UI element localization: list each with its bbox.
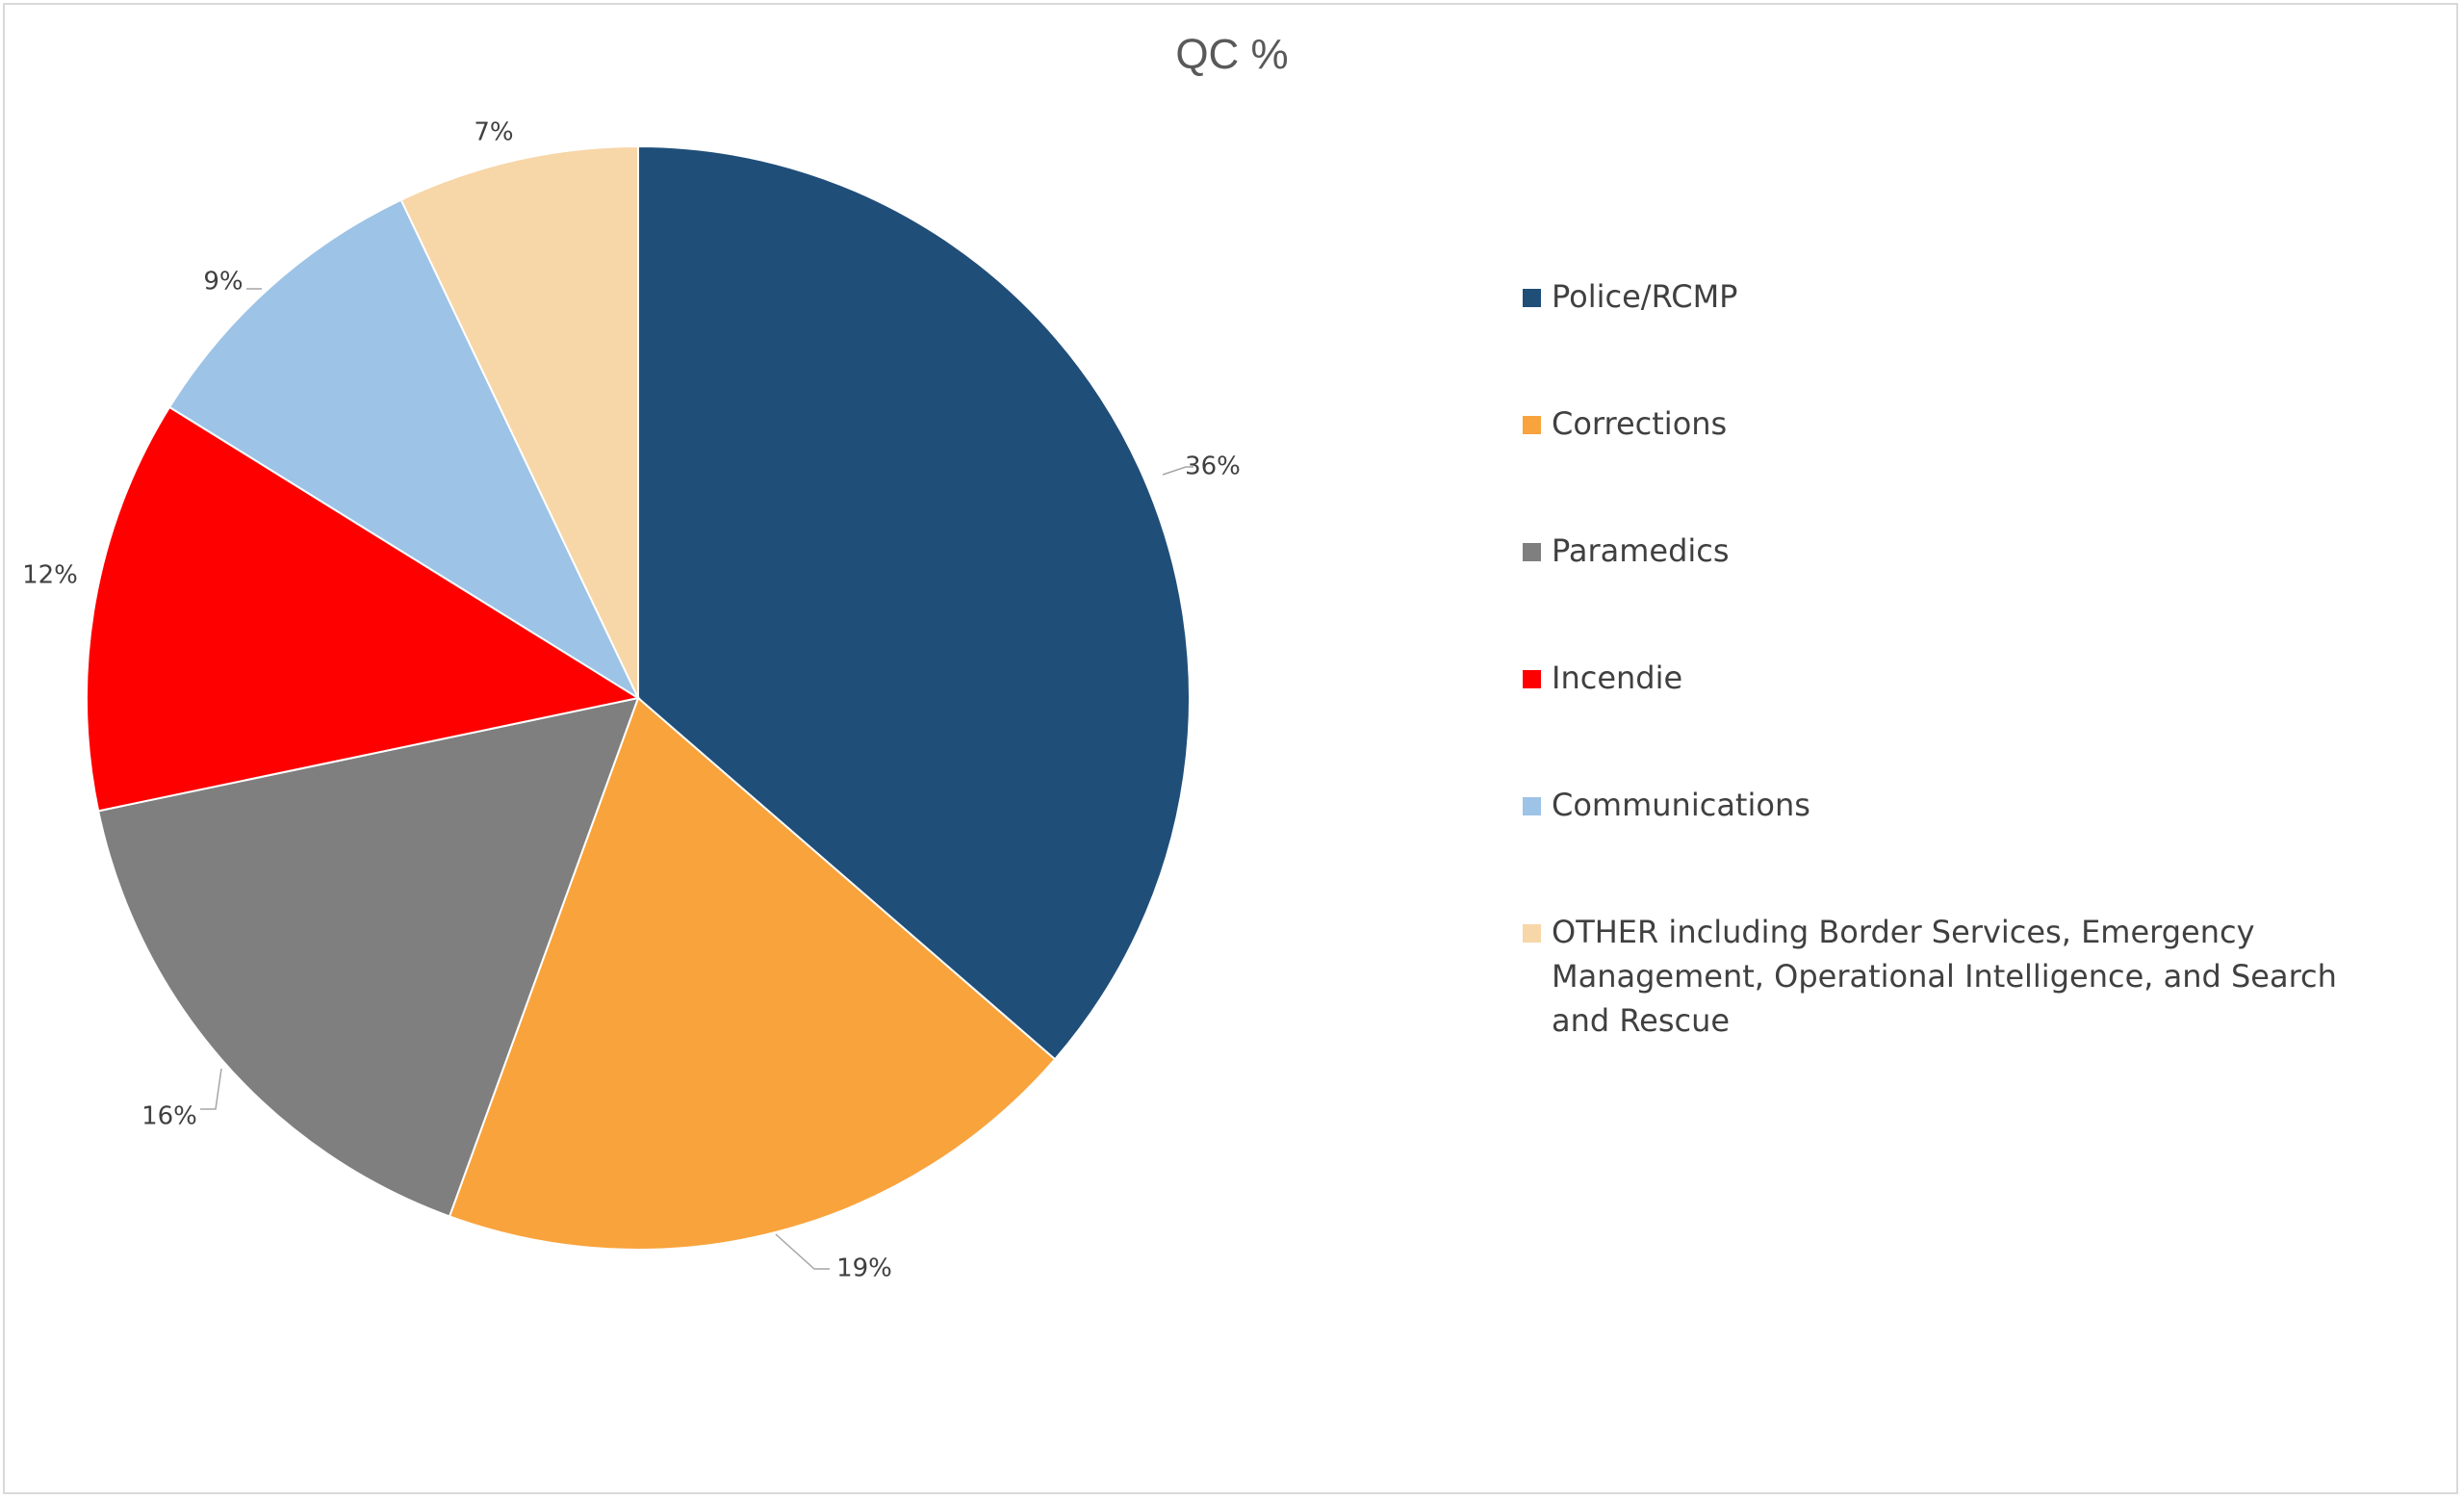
legend-label: Communications: [1552, 787, 1810, 823]
pie-slice-corrections[interactable]: [448, 696, 1057, 1251]
pie-slice-police-rcmp[interactable]: [637, 144, 1191, 1061]
legend-swatch: [1523, 289, 1541, 307]
legend-label: Corrections: [1552, 405, 1728, 442]
chart-title: QC %: [1175, 31, 1289, 78]
legend-swatch: [1523, 416, 1541, 434]
data-label: 36%: [1185, 453, 1241, 481]
legend-label: Police/RCMP: [1552, 278, 1738, 315]
legend: Police/RCMP Corrections Paramedics Incendie…: [1523, 274, 2389, 1125]
legend-swatch: [1523, 670, 1541, 688]
legend-label: OTHER including Border Services, Emergen…: [1552, 914, 2337, 1039]
legend-label: Incendie: [1552, 659, 1683, 696]
legend-swatch: [1523, 543, 1541, 561]
pie-slice-incendie[interactable]: [86, 405, 641, 813]
data-label: 7%: [474, 118, 513, 147]
pie-slice-other-including-border-service[interactable]: [399, 144, 639, 699]
legend-item-corrections[interactable]: Corrections: [1523, 401, 2389, 446]
pie-slice-communications[interactable]: [167, 198, 641, 701]
leader-line: [775, 1233, 830, 1270]
data-label: 9%: [203, 268, 243, 297]
data-label: 19%: [836, 1254, 892, 1283]
pie-slice-paramedics[interactable]: [96, 696, 640, 1218]
legend-item-incendie[interactable]: Incendie: [1523, 656, 2389, 700]
legend-label: Paramedics: [1552, 532, 1730, 569]
leader-line: [200, 1068, 222, 1110]
legend-item-other-including-border-service[interactable]: OTHER including Border Services, Emergen…: [1523, 910, 2389, 1043]
legend-item-police-rcmp[interactable]: Police/RCMP: [1523, 274, 2389, 319]
legend-item-paramedics[interactable]: Paramedics: [1523, 529, 2389, 573]
data-label: 16%: [141, 1102, 197, 1131]
data-label: 12%: [22, 561, 78, 590]
legend-swatch: [1523, 924, 1541, 943]
legend-swatch: [1523, 797, 1541, 815]
leader-line: [1162, 466, 1194, 476]
legend-item-communications[interactable]: Communications: [1523, 783, 2389, 827]
